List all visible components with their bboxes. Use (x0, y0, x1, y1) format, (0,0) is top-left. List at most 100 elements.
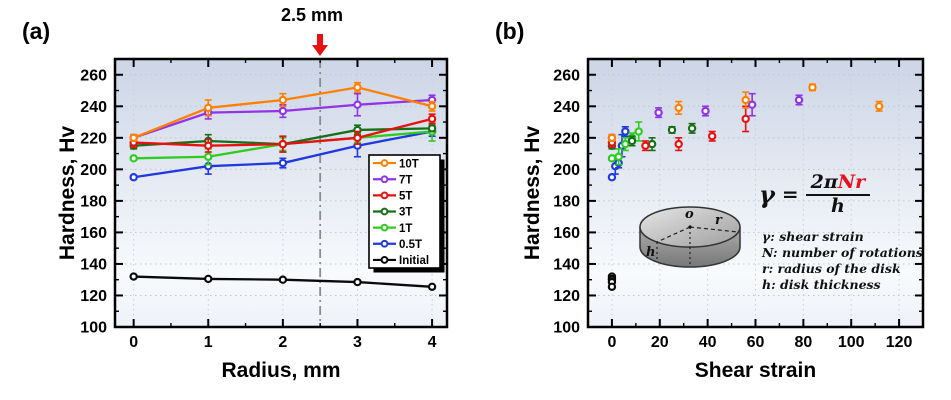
y-tick-label: 160 (80, 225, 107, 242)
data-point (641, 141, 650, 150)
data-point (607, 282, 617, 291)
equation-fraction: 2πNr h (805, 171, 871, 217)
data-point (654, 108, 663, 117)
center-dot (688, 225, 692, 229)
legend-label: 0.5T (399, 239, 422, 251)
legend-entry-1T: 1T (373, 223, 412, 235)
legend-marker (380, 223, 389, 232)
y-tick-label: 140 (80, 256, 107, 273)
y-tick-label: 200 (80, 162, 107, 179)
legend-entry-Initial: Initial (373, 255, 429, 267)
panel-b: 0 20 40 60 80 100 120 100 120 140 160 180 200 220 240 2… (475, 0, 951, 400)
data-point (647, 139, 657, 149)
equation-numerator: 2πNr (805, 171, 871, 196)
y-tick-label: 180 (80, 193, 107, 210)
x-axis-title: Radius, mm (221, 359, 340, 382)
data-point (204, 152, 213, 161)
series-5T (607, 105, 750, 152)
legend-marker (380, 207, 389, 216)
x-tick-label: 1 (204, 334, 213, 351)
disk-height-label: h (646, 245, 655, 260)
legend-label: 5T (399, 191, 412, 203)
equation-equals: = (781, 182, 799, 207)
tick-labels: 0 1 2 3 4 100 120 140 160 180 200 220 240 260 (80, 67, 436, 351)
disk-center-label: o (685, 207, 694, 222)
data-point (747, 100, 757, 109)
plot-area-b: 0 20 40 60 80 100 120 100 120 140 160 180 200 220 240 2… (521, 57, 925, 382)
data-point (621, 127, 630, 136)
legend-label: 7T (399, 174, 412, 186)
tick-labels: 0 20 40 60 80 100 120 100 120 140 160 180 200 220 240 2… (553, 67, 912, 351)
data-point (129, 154, 138, 163)
x-tick-label: 0 (607, 334, 616, 351)
plot-area-a: 0 1 2 3 4 100 120 140 160 180 200 220 240 260 Radius, … (56, 57, 449, 382)
gridlines (115, 59, 447, 327)
y-tick-label: 120 (553, 288, 580, 305)
legend-label: 1T (399, 223, 412, 235)
y-tick-label: 100 (80, 320, 107, 337)
definition-gamma: γ: shear strain (762, 229, 864, 244)
data-point (674, 103, 683, 113)
y-tick-label: 220 (80, 130, 107, 147)
data-point (278, 139, 288, 149)
x-tick-label: 3 (353, 334, 362, 351)
panel-a-label: (a) (22, 18, 51, 44)
data-point (129, 173, 138, 182)
panel-a: 0 1 2 3 4 100 120 140 160 180 200 220 240 260 Radius, … (0, 0, 475, 400)
series-10T (607, 83, 884, 143)
y-tick-label: 120 (80, 288, 107, 305)
legend-entry-7T: 7T (373, 174, 412, 186)
data-point (278, 95, 288, 105)
legend-entry-3T: 3T (373, 207, 412, 219)
legend: 10T 7T 5T 3T 1T 0.5T Initial (368, 154, 445, 273)
data-point (687, 124, 697, 133)
y-tick-label: 240 (80, 99, 107, 116)
data-point (875, 102, 884, 111)
data-point (607, 154, 617, 163)
data-point (427, 124, 437, 133)
data-point (427, 282, 437, 291)
axis-ticks (588, 59, 923, 328)
plot-frame (113, 57, 449, 329)
disk-radius-label: r (715, 213, 723, 228)
panel-b-label: (b) (495, 18, 525, 44)
y-tick-label: 260 (553, 67, 580, 84)
data-point (741, 114, 750, 124)
data-point (129, 272, 138, 281)
data-point (607, 133, 617, 143)
x-tick-label: 2 (278, 334, 287, 351)
data-point (427, 114, 437, 124)
y-tick-label: 140 (553, 256, 580, 273)
shear-strain-equation: γ = 2πNr h (759, 171, 871, 217)
data-point (667, 125, 677, 135)
data-point (794, 95, 804, 105)
data-point (427, 102, 437, 111)
data-point (278, 275, 288, 284)
data-point (353, 277, 362, 287)
chart-b-svg: 0 20 40 60 80 100 120 100 120 140 160 180 200 220 240 2… (521, 57, 925, 382)
equation-gamma: γ (759, 179, 775, 209)
data-point (674, 139, 683, 149)
chart-a-svg: 0 1 2 3 4 100 120 140 160 180 200 220 240 260 Radius, … (56, 57, 449, 382)
x-tick-label: 20 (651, 334, 669, 351)
x-tick-label: 60 (747, 334, 765, 351)
x-tick-label: 0 (129, 334, 138, 351)
numerator-black: 2π (810, 171, 838, 193)
disk-diagram: o r h (639, 206, 741, 268)
x-axis-title: Shear strain (695, 359, 816, 382)
data-point (353, 83, 362, 92)
equation-denominator: h (830, 194, 845, 217)
y-tick-label: 220 (553, 130, 580, 147)
y-tick-label: 100 (553, 320, 580, 337)
y-tick-label: 240 (553, 99, 580, 116)
definition-n: N: number of rotations (762, 245, 923, 260)
y-tick-label: 160 (553, 225, 580, 242)
data-point (129, 133, 138, 143)
data-point (353, 100, 362, 109)
definition-h: h: disk thickness (762, 277, 881, 292)
y-tick-label: 180 (553, 193, 580, 210)
x-tick-label: 4 (428, 334, 437, 351)
x-tick-label: 80 (794, 334, 812, 351)
arrow-shaft (317, 34, 323, 45)
data-point (204, 141, 213, 150)
